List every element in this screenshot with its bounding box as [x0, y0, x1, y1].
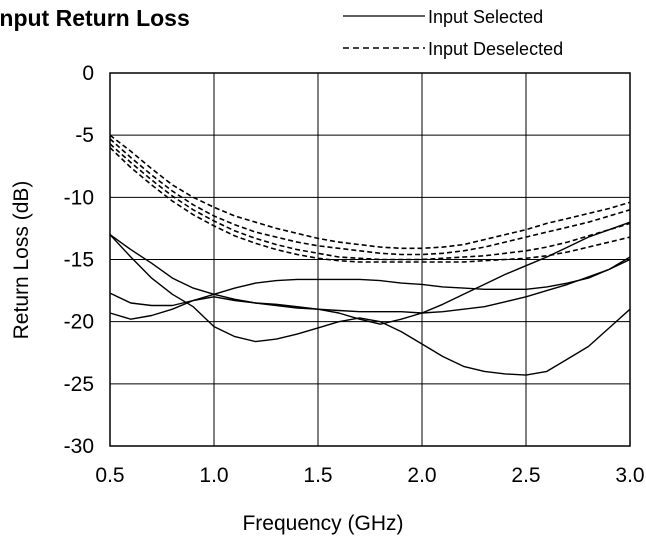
y-tick-label: -5	[75, 124, 94, 147]
series-line-input-selected-2	[109, 256, 631, 307]
y-tick-label: -10	[64, 186, 94, 209]
plot-frame	[109, 72, 631, 447]
x-tick-labels: 0.5 1.0 1.5 2.0 2.5 3.0	[95, 464, 644, 487]
y-tick-label: -30	[64, 435, 94, 458]
series-line-input-selected-1	[109, 234, 631, 376]
y-tick-label: -25	[64, 373, 94, 396]
legend-label-input-selected: Input Selected	[428, 7, 543, 27]
x-tick-label: 0.5	[95, 464, 124, 487]
series-line-input-deselected-5	[109, 134, 631, 250]
y-tick-labels: 0 -5 -10 -15 -20 -25 -30	[64, 62, 94, 458]
y-tick-label: -20	[64, 311, 94, 334]
legend: Input Selected Input Deselected	[343, 7, 563, 59]
x-tick-label: 2.5	[511, 464, 540, 487]
y-tick-label: 0	[82, 62, 94, 85]
y-tick-label: -15	[64, 249, 94, 272]
series-line-input-deselected-7	[109, 143, 631, 261]
series-line-input-deselected-8	[109, 147, 631, 263]
series-lines	[109, 134, 631, 376]
x-tick-label: 3.0	[615, 464, 644, 487]
chart-title: Input Return Loss	[0, 5, 190, 31]
series-line-input-deselected-6	[109, 138, 631, 256]
series-line-input-selected-4	[109, 258, 631, 320]
x-tick-label: 2.0	[407, 464, 436, 487]
x-tick-label: 1.0	[199, 464, 228, 487]
legend-label-input-deselected: Input Deselected	[428, 39, 563, 59]
y-axis-label: Return Loss (dB)	[10, 181, 33, 340]
x-tick-label: 1.5	[303, 464, 332, 487]
series-line-input-selected-3	[109, 221, 631, 325]
x-axis-label: Frequency (GHz)	[242, 512, 403, 535]
